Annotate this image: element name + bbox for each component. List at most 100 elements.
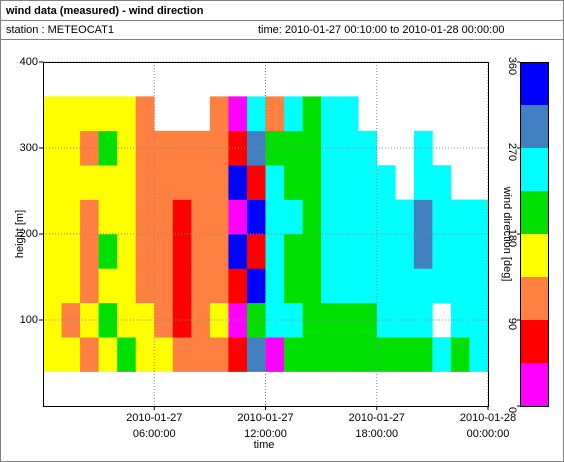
cell xyxy=(450,268,470,304)
cell xyxy=(117,302,137,338)
cell xyxy=(172,337,192,372)
cell xyxy=(61,96,81,132)
cell xyxy=(413,337,433,372)
cell xyxy=(209,96,229,132)
cell xyxy=(246,165,266,200)
colorbar-swatch xyxy=(520,234,548,277)
cell xyxy=(246,268,266,304)
cell xyxy=(302,130,322,166)
colorbar-tick-label: 360 xyxy=(506,57,518,75)
cell xyxy=(117,268,137,304)
cell xyxy=(432,337,452,372)
cell xyxy=(339,165,359,200)
cell xyxy=(228,165,248,200)
cell xyxy=(450,337,470,372)
x-tick-label-line: 2010-01-27 xyxy=(349,412,405,424)
cell xyxy=(376,234,396,269)
cell xyxy=(191,165,211,200)
cell xyxy=(135,199,155,235)
colorbar-tick-label: 270 xyxy=(506,143,518,161)
cell xyxy=(376,337,396,372)
cell xyxy=(395,302,415,338)
cell xyxy=(265,337,285,372)
cell xyxy=(395,199,415,235)
cell xyxy=(191,234,211,269)
cell xyxy=(246,234,266,269)
cell xyxy=(413,234,433,269)
cell xyxy=(61,268,81,304)
cell xyxy=(43,234,62,269)
cell xyxy=(191,268,211,304)
cell xyxy=(284,337,303,372)
cell xyxy=(228,268,248,304)
x-tick-label-line: 18:00:00 xyxy=(355,428,398,440)
cell xyxy=(358,165,378,200)
cell xyxy=(413,268,433,304)
cell xyxy=(61,165,81,200)
x-tick-label-line: 2010-01-27 xyxy=(237,412,293,424)
period: time: 2010-01-27 00:10:00 to 2010-01-28 … xyxy=(258,24,504,36)
cell xyxy=(191,130,211,166)
cell xyxy=(246,96,266,132)
cell xyxy=(172,302,192,338)
y-axis-label: height [m] xyxy=(14,210,26,258)
cell xyxy=(209,199,229,235)
y-tick-label: 100 xyxy=(20,314,38,326)
cell xyxy=(43,268,62,304)
cell xyxy=(413,302,433,338)
colorbar-tick-label: 90 xyxy=(506,318,518,330)
cell xyxy=(432,268,452,304)
colorbar-swatch xyxy=(520,320,548,363)
cell xyxy=(98,96,118,132)
cell xyxy=(339,199,359,235)
cell xyxy=(302,337,322,372)
colorbar-swatch xyxy=(520,105,548,148)
cell xyxy=(154,165,174,200)
cell xyxy=(172,130,192,166)
cell xyxy=(284,302,303,338)
cell xyxy=(284,130,303,166)
cell xyxy=(61,337,81,372)
x-tick-label-line: 2010-01-27 xyxy=(126,412,182,424)
cell xyxy=(154,337,174,372)
cell xyxy=(302,165,322,200)
cell xyxy=(154,199,174,235)
cell xyxy=(43,165,62,200)
cell xyxy=(376,199,396,235)
cell xyxy=(98,337,118,372)
cell xyxy=(80,302,99,338)
cell xyxy=(80,234,99,269)
cell xyxy=(339,337,359,372)
colorbar-swatch xyxy=(520,191,548,234)
cell xyxy=(321,234,340,269)
cell xyxy=(154,234,174,269)
cell xyxy=(80,165,99,200)
cell xyxy=(117,234,137,269)
cell xyxy=(228,130,248,166)
cell xyxy=(432,165,452,200)
cell xyxy=(469,268,489,304)
cell xyxy=(172,165,192,200)
x-tick-label-line: 12:00:00 xyxy=(244,428,287,440)
cell xyxy=(321,165,340,200)
cell xyxy=(265,234,285,269)
cell xyxy=(284,199,303,235)
cell xyxy=(135,337,155,372)
cell xyxy=(61,199,81,235)
cell xyxy=(302,268,322,304)
colorbar-tick-label: 0 xyxy=(506,407,518,413)
cell xyxy=(80,199,99,235)
cell xyxy=(413,130,433,166)
cell xyxy=(321,130,340,166)
cell xyxy=(302,302,322,338)
cell xyxy=(228,234,248,269)
cell xyxy=(98,165,118,200)
x-tick-label-line: 00:00:00 xyxy=(467,428,510,440)
cell xyxy=(265,96,285,132)
chart-title: wind data (measured) - wind direction xyxy=(5,5,204,17)
cell xyxy=(172,199,192,235)
cell xyxy=(209,165,229,200)
cell xyxy=(469,234,489,269)
cell xyxy=(321,199,340,235)
